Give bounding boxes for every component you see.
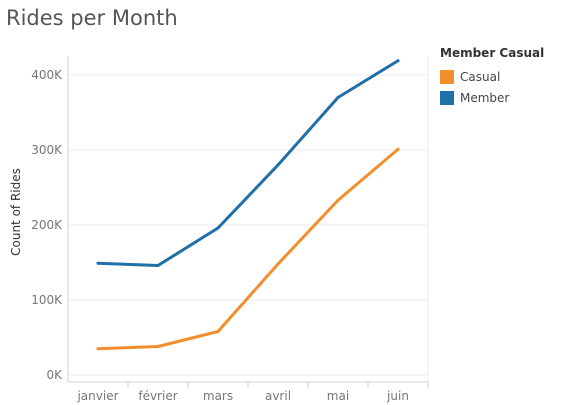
- data-point-casual: [96, 347, 100, 351]
- y-tick-label: 0K: [46, 368, 63, 382]
- series-line-casual: [96, 147, 400, 351]
- data-point-member: [396, 59, 400, 63]
- legend-swatch-casual: [440, 69, 454, 84]
- legend-label-casual: Casual: [460, 69, 501, 84]
- data-point-casual: [396, 147, 400, 151]
- gridlines: [68, 74, 428, 376]
- data-point-member: [96, 261, 100, 265]
- x-tick-label: février: [138, 389, 177, 403]
- y-tick-label: 300K: [31, 143, 63, 157]
- data-point-casual: [156, 345, 160, 348]
- legend: Member Casual Casual Member: [440, 46, 544, 108]
- x-tick-label: avril: [265, 389, 291, 403]
- y-tick-label: 400K: [31, 68, 63, 82]
- legend-title: Member Casual: [440, 46, 545, 60]
- data-point-casual: [216, 330, 220, 333]
- data-point-casual: [336, 198, 340, 202]
- legend-swatch-member: [440, 90, 454, 105]
- x-tick-label: janvier: [76, 389, 118, 403]
- legend-item-casual[interactable]: Casual: [440, 66, 544, 87]
- legend-label-member: Member: [460, 90, 510, 105]
- axes: [67, 56, 429, 383]
- y-axis-ticks: 0K 100K 200K 300K 400K: [31, 68, 63, 382]
- data-point-member: [276, 163, 280, 167]
- y-tick-label: 100K: [31, 293, 63, 307]
- data-point-member: [336, 96, 340, 99]
- data-point-member: [156, 264, 160, 267]
- data-point-member: [216, 226, 220, 230]
- x-axis-ticks: janvier février mars avril mai juin: [76, 382, 429, 403]
- series-lines: [96, 59, 400, 351]
- y-axis-label: Count of Rides: [9, 168, 23, 256]
- x-tick-label: juin: [386, 389, 409, 403]
- chart-title: Rides per Month: [6, 6, 178, 30]
- legend-item-member[interactable]: Member: [440, 87, 544, 108]
- y-tick-label: 200K: [31, 218, 63, 232]
- x-tick-label: mars: [203, 389, 233, 403]
- series-line-member: [96, 59, 400, 267]
- x-tick-label: mai: [327, 389, 349, 403]
- data-point-casual: [276, 262, 280, 266]
